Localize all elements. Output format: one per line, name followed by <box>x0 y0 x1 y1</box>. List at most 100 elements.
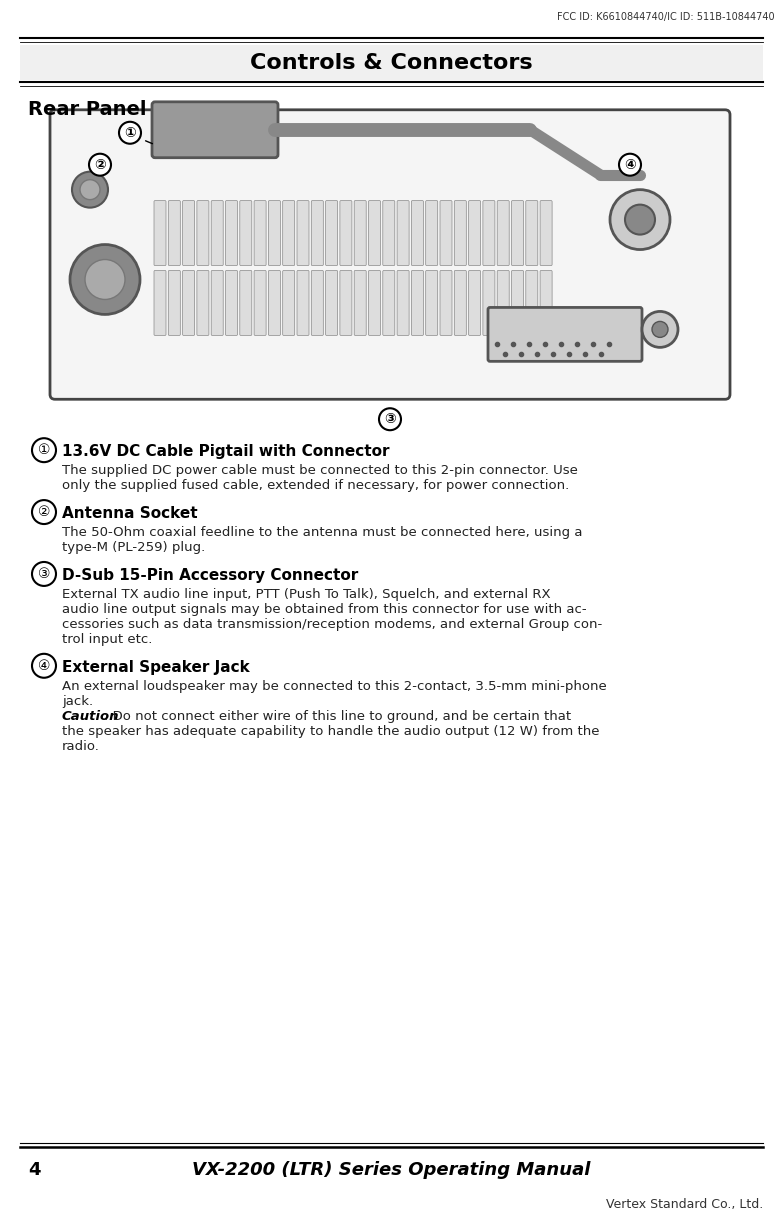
FancyBboxPatch shape <box>254 200 266 266</box>
FancyBboxPatch shape <box>168 271 180 335</box>
Text: D-Sub 15-Pin Accessory Connector: D-Sub 15-Pin Accessory Connector <box>62 568 359 583</box>
Circle shape <box>70 244 140 314</box>
FancyBboxPatch shape <box>426 200 438 266</box>
FancyBboxPatch shape <box>468 200 481 266</box>
Text: ④: ④ <box>38 659 50 673</box>
FancyBboxPatch shape <box>197 200 209 266</box>
Circle shape <box>610 189 670 250</box>
FancyBboxPatch shape <box>182 271 195 335</box>
Text: Controls & Connectors: Controls & Connectors <box>250 53 532 73</box>
FancyBboxPatch shape <box>340 200 352 266</box>
Text: An external loudspeaker may be connected to this 2-contact, 3.5-mm mini-phone: An external loudspeaker may be connected… <box>62 680 607 693</box>
FancyBboxPatch shape <box>354 200 366 266</box>
FancyBboxPatch shape <box>152 102 278 158</box>
FancyBboxPatch shape <box>326 200 337 266</box>
FancyBboxPatch shape <box>254 271 266 335</box>
Text: Caution: Caution <box>62 710 120 722</box>
Text: FCC ID: K6610844740/IC ID: 511B-10844740: FCC ID: K6610844740/IC ID: 511B-10844740 <box>557 12 775 22</box>
Text: trol input etc.: trol input etc. <box>62 632 153 646</box>
Text: ①: ① <box>124 126 136 140</box>
FancyBboxPatch shape <box>440 271 452 335</box>
Text: 13.6V DC Cable Pigtail with Connector: 13.6V DC Cable Pigtail with Connector <box>62 444 389 459</box>
Circle shape <box>85 260 125 300</box>
Text: The 50-Ohm coaxial feedline to the antenna must be connected here, using a: The 50-Ohm coaxial feedline to the anten… <box>62 526 583 539</box>
FancyBboxPatch shape <box>468 271 481 335</box>
FancyBboxPatch shape <box>269 200 280 266</box>
Circle shape <box>32 654 56 677</box>
FancyBboxPatch shape <box>240 271 252 335</box>
FancyBboxPatch shape <box>283 271 294 335</box>
FancyBboxPatch shape <box>497 271 509 335</box>
FancyBboxPatch shape <box>511 200 524 266</box>
Text: ③: ③ <box>38 567 50 582</box>
FancyBboxPatch shape <box>488 307 642 362</box>
Circle shape <box>625 205 655 234</box>
Text: Vertex Standard Co., Ltd.: Vertex Standard Co., Ltd. <box>606 1198 763 1210</box>
FancyBboxPatch shape <box>497 200 509 266</box>
Circle shape <box>32 500 56 524</box>
FancyBboxPatch shape <box>526 271 538 335</box>
FancyBboxPatch shape <box>211 271 223 335</box>
FancyBboxPatch shape <box>197 271 209 335</box>
FancyBboxPatch shape <box>483 200 495 266</box>
Circle shape <box>119 121 141 143</box>
Text: radio.: radio. <box>62 739 100 753</box>
FancyBboxPatch shape <box>540 200 552 266</box>
FancyBboxPatch shape <box>483 271 495 335</box>
Circle shape <box>32 562 56 586</box>
Text: ②: ② <box>94 158 106 171</box>
Text: External TX audio line input, PTT (Push To Talk), Squelch, and external RX: External TX audio line input, PTT (Push … <box>62 588 550 601</box>
Text: VX-2200 (LTR) Series Operating Manual: VX-2200 (LTR) Series Operating Manual <box>192 1161 590 1179</box>
Text: : Do not connect either wire of this line to ground, and be certain that: : Do not connect either wire of this lin… <box>104 710 571 722</box>
Text: type-M (PL-259) plug.: type-M (PL-259) plug. <box>62 541 205 554</box>
FancyBboxPatch shape <box>226 271 237 335</box>
Text: cessories such as data transmission/reception modems, and external Group con-: cessories such as data transmission/rece… <box>62 618 602 631</box>
FancyBboxPatch shape <box>340 271 352 335</box>
FancyBboxPatch shape <box>312 200 323 266</box>
FancyBboxPatch shape <box>154 200 166 266</box>
FancyBboxPatch shape <box>211 200 223 266</box>
Circle shape <box>72 171 108 208</box>
FancyBboxPatch shape <box>182 200 195 266</box>
FancyBboxPatch shape <box>454 271 467 335</box>
FancyBboxPatch shape <box>50 109 730 399</box>
FancyBboxPatch shape <box>168 200 180 266</box>
Circle shape <box>89 154 111 176</box>
FancyBboxPatch shape <box>369 200 381 266</box>
FancyBboxPatch shape <box>312 271 323 335</box>
FancyBboxPatch shape <box>383 200 395 266</box>
Text: only the supplied fused cable, extended if necessary, for power connection.: only the supplied fused cable, extended … <box>62 480 569 492</box>
Text: Rear Panel: Rear Panel <box>28 100 146 119</box>
Circle shape <box>642 312 678 347</box>
FancyBboxPatch shape <box>269 271 280 335</box>
Text: audio line output signals may be obtained from this connector for use with ac-: audio line output signals may be obtaine… <box>62 603 586 615</box>
FancyBboxPatch shape <box>326 271 337 335</box>
FancyBboxPatch shape <box>297 271 309 335</box>
FancyBboxPatch shape <box>20 45 763 80</box>
FancyBboxPatch shape <box>354 271 366 335</box>
FancyBboxPatch shape <box>526 200 538 266</box>
FancyBboxPatch shape <box>411 271 424 335</box>
Circle shape <box>652 322 668 337</box>
Text: 4: 4 <box>28 1161 41 1179</box>
Text: Antenna Socket: Antenna Socket <box>62 506 197 521</box>
FancyBboxPatch shape <box>297 200 309 266</box>
Circle shape <box>379 408 401 430</box>
FancyBboxPatch shape <box>426 271 438 335</box>
Circle shape <box>619 154 641 176</box>
FancyBboxPatch shape <box>397 200 409 266</box>
FancyBboxPatch shape <box>226 200 237 266</box>
FancyBboxPatch shape <box>369 271 381 335</box>
FancyBboxPatch shape <box>154 271 166 335</box>
Text: the speaker has adequate capability to handle the audio output (12 W) from the: the speaker has adequate capability to h… <box>62 725 600 738</box>
FancyBboxPatch shape <box>283 200 294 266</box>
Text: ④: ④ <box>624 158 636 171</box>
Text: ②: ② <box>38 505 50 520</box>
FancyBboxPatch shape <box>454 200 467 266</box>
FancyBboxPatch shape <box>511 271 524 335</box>
FancyBboxPatch shape <box>383 271 395 335</box>
FancyBboxPatch shape <box>540 271 552 335</box>
Text: ③: ③ <box>384 413 396 426</box>
Circle shape <box>80 180 100 199</box>
FancyBboxPatch shape <box>240 200 252 266</box>
